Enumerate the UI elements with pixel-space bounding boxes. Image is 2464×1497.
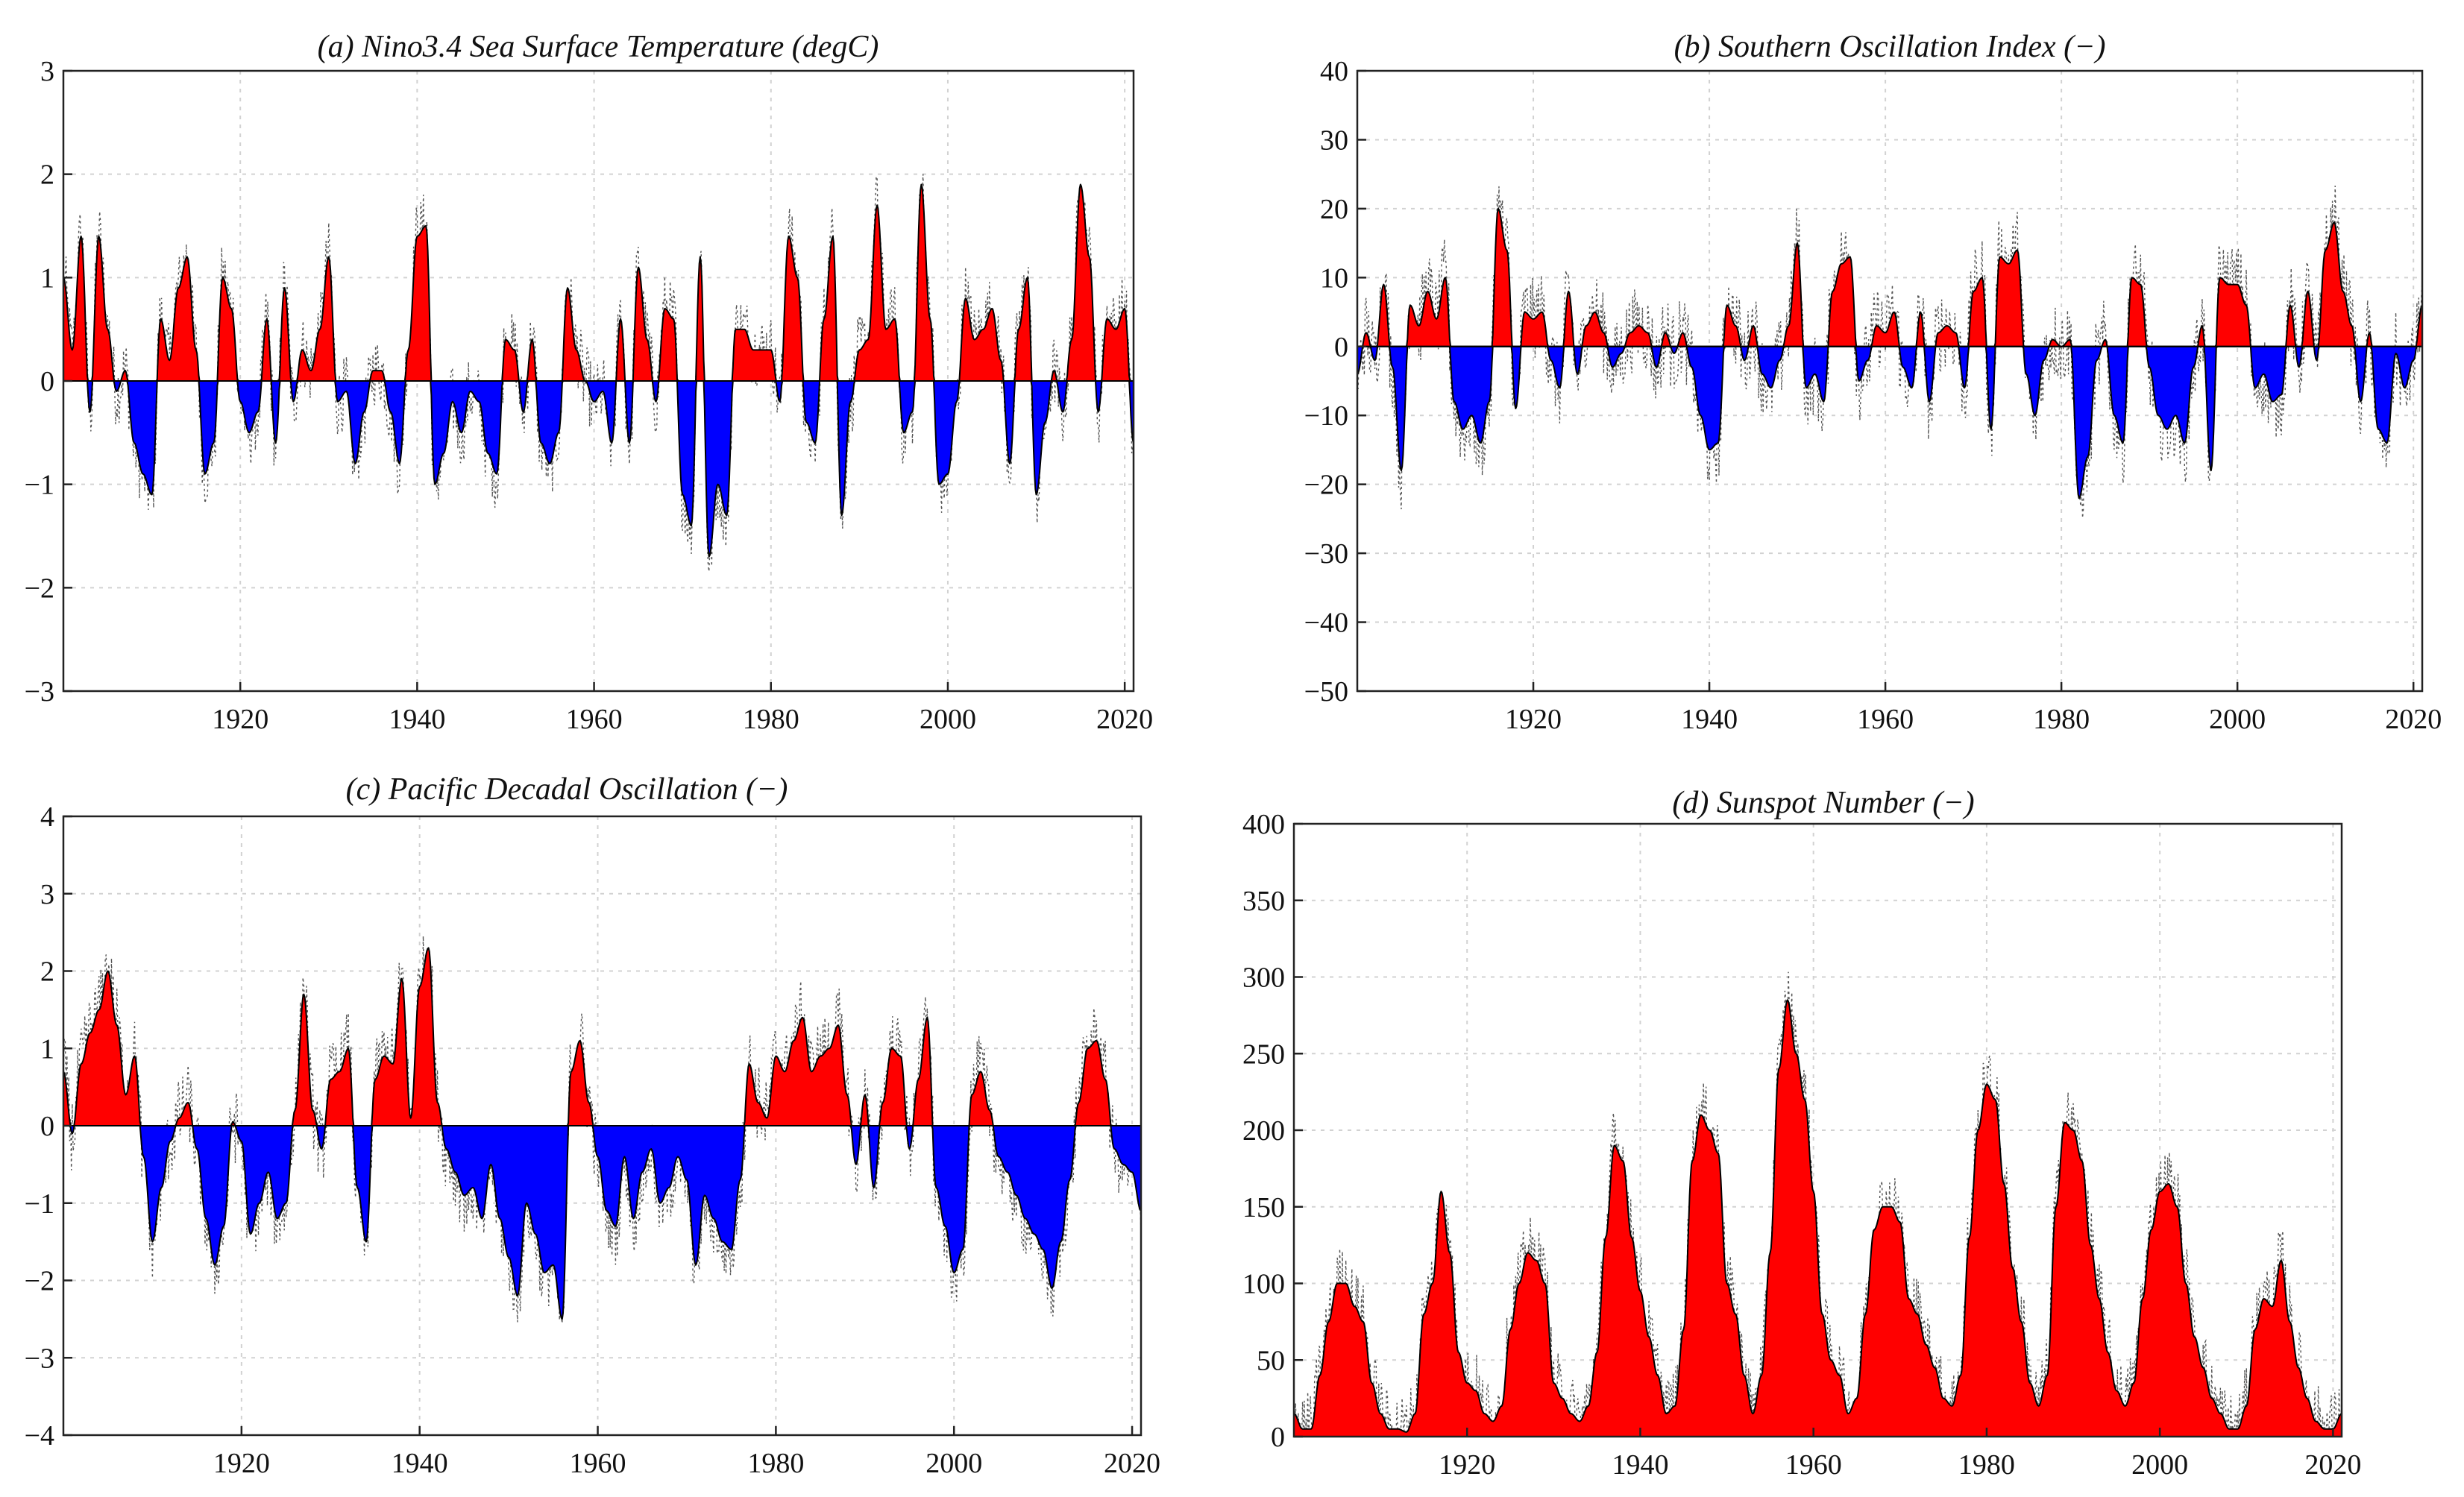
soi-ytick-label-10: 10 xyxy=(1320,262,1348,294)
pdo-ytick-label--3: −3 xyxy=(25,1343,54,1374)
sunspot-ytick-label-400: 400 xyxy=(1242,809,1285,840)
nino34-xtick-label-1960: 1960 xyxy=(566,704,623,735)
soi-axes-frame xyxy=(1356,69,2424,693)
nino34-ytick-label-1: 1 xyxy=(40,262,54,294)
pdo-xtick-label-2020: 2020 xyxy=(1104,1448,1160,1479)
soi-xtick-label-2000: 2000 xyxy=(2209,704,2266,735)
soi-ytick-label-0: 0 xyxy=(1334,332,1348,363)
sunspot-ytick-label-350: 350 xyxy=(1242,886,1285,917)
pdo-ytick-label-0: 0 xyxy=(40,1111,54,1142)
soi-ytick-label--50: −50 xyxy=(1304,676,1348,707)
nino34-negative-area xyxy=(63,380,1134,558)
soi-ytick-label--30: −30 xyxy=(1304,538,1348,570)
pdo-ytick-label--1: −1 xyxy=(25,1188,54,1220)
pdo-ytick-label--4: −4 xyxy=(25,1420,54,1452)
soi-negative-area xyxy=(1357,345,2423,499)
pdo-ytick-label--2: −2 xyxy=(25,1266,54,1297)
panel-soi: (b) Southern Oscillation Index (−) 1920 1… xyxy=(1304,30,2442,735)
sunspot-ytick-label-100: 100 xyxy=(1242,1269,1285,1300)
nino34-ytick-label--3: −3 xyxy=(25,676,54,707)
nino34-ytick-label--2: −2 xyxy=(25,573,54,604)
panel-nino34: (a) Nino3.4 Sea Surface Temperature (deg… xyxy=(25,30,1154,735)
sunspot-xtick-label-1920: 1920 xyxy=(1439,1449,1495,1481)
panel-title-pdo: (c) Pacific Decadal Oscillation (−) xyxy=(346,772,788,807)
sunspot-ytick-label-50: 50 xyxy=(1257,1345,1285,1376)
sunspot-ytick-label-300: 300 xyxy=(1242,962,1285,994)
sunspot-xtick-label-2020: 2020 xyxy=(2304,1449,2361,1481)
pdo-xtick-label-1940: 1940 xyxy=(392,1448,448,1479)
soi-ytick-label--10: −10 xyxy=(1304,400,1348,432)
pdo-xtick-label-1980: 1980 xyxy=(747,1448,804,1479)
sunspot-xtick-label-1940: 1940 xyxy=(1612,1449,1668,1481)
sunspot-ytick-label-250: 250 xyxy=(1242,1039,1285,1070)
pdo-xtick-label-1960: 1960 xyxy=(570,1448,626,1479)
panel-title-soi: (b) Southern Oscillation Index (−) xyxy=(1674,30,2106,64)
pdo-ytick-label-2: 2 xyxy=(40,956,54,988)
soi-ytick-label-20: 20 xyxy=(1320,194,1348,225)
nino34-xtick-label-1920: 1920 xyxy=(212,704,268,735)
sunspot-ytick-label-200: 200 xyxy=(1242,1115,1285,1147)
sunspot-ytick-label-0: 0 xyxy=(1271,1422,1285,1453)
soi-xtick-label-1980: 1980 xyxy=(2033,704,2090,735)
soi-ytick-label-40: 40 xyxy=(1320,56,1348,87)
nino34-xtick-label-1940: 1940 xyxy=(389,704,445,735)
sunspot-xtick-label-2000: 2000 xyxy=(2131,1449,2188,1481)
panel-title-sunspot: (d) Sunspot Number (−) xyxy=(1672,786,1974,820)
nino34-xtick-label-2020: 2020 xyxy=(1096,704,1153,735)
panel-title-nino34: (a) Nino3.4 Sea Surface Temperature (deg… xyxy=(318,30,879,64)
pdo-xtick-label-1920: 1920 xyxy=(213,1448,270,1479)
pdo-ytick-label-1: 1 xyxy=(40,1033,54,1065)
soi-xtick-label-1920: 1920 xyxy=(1505,704,1562,735)
soi-ytick-label--40: −40 xyxy=(1304,608,1348,639)
pdo-ytick-label-4: 4 xyxy=(40,801,54,833)
pdo-raw-series xyxy=(63,936,1142,1324)
sunspot-xtick-label-1980: 1980 xyxy=(1958,1449,2015,1481)
nino34-ytick-label-0: 0 xyxy=(40,366,54,397)
sunspot-xtick-label-1960: 1960 xyxy=(1785,1449,1842,1481)
pdo-negative-area xyxy=(63,1125,1142,1320)
panel-pdo: (c) Pacific Decadal Oscillation (−) 1920… xyxy=(25,772,1160,1479)
sunspot-positive-area xyxy=(1293,999,2342,1437)
soi-xtick-label-2020: 2020 xyxy=(2385,704,2442,735)
nino34-xtick-label-1980: 1980 xyxy=(743,704,799,735)
soi-ytick-label--20: −20 xyxy=(1304,470,1348,501)
nino34-ytick-label-3: 3 xyxy=(40,56,54,87)
nino34-ytick-label-2: 2 xyxy=(40,160,54,191)
soi-xtick-label-1960: 1960 xyxy=(1857,704,1914,735)
pdo-ytick-label-3: 3 xyxy=(40,879,54,910)
sunspot-ytick-label-150: 150 xyxy=(1242,1192,1285,1223)
nino34-ytick-label--1: −1 xyxy=(25,470,54,501)
soi-ytick-label-30: 30 xyxy=(1320,125,1348,156)
soi-xtick-label-1940: 1940 xyxy=(1681,704,1738,735)
soi-positive-area xyxy=(1357,207,2423,347)
panel-sunspot: (d) Sunspot Number (−) 1920 1940 1960 1980 2… xyxy=(1242,786,2361,1481)
nino34-xtick-label-2000: 2000 xyxy=(920,704,976,735)
pdo-xtick-label-2000: 2000 xyxy=(925,1448,982,1479)
nino34-positive-area xyxy=(63,183,1134,382)
